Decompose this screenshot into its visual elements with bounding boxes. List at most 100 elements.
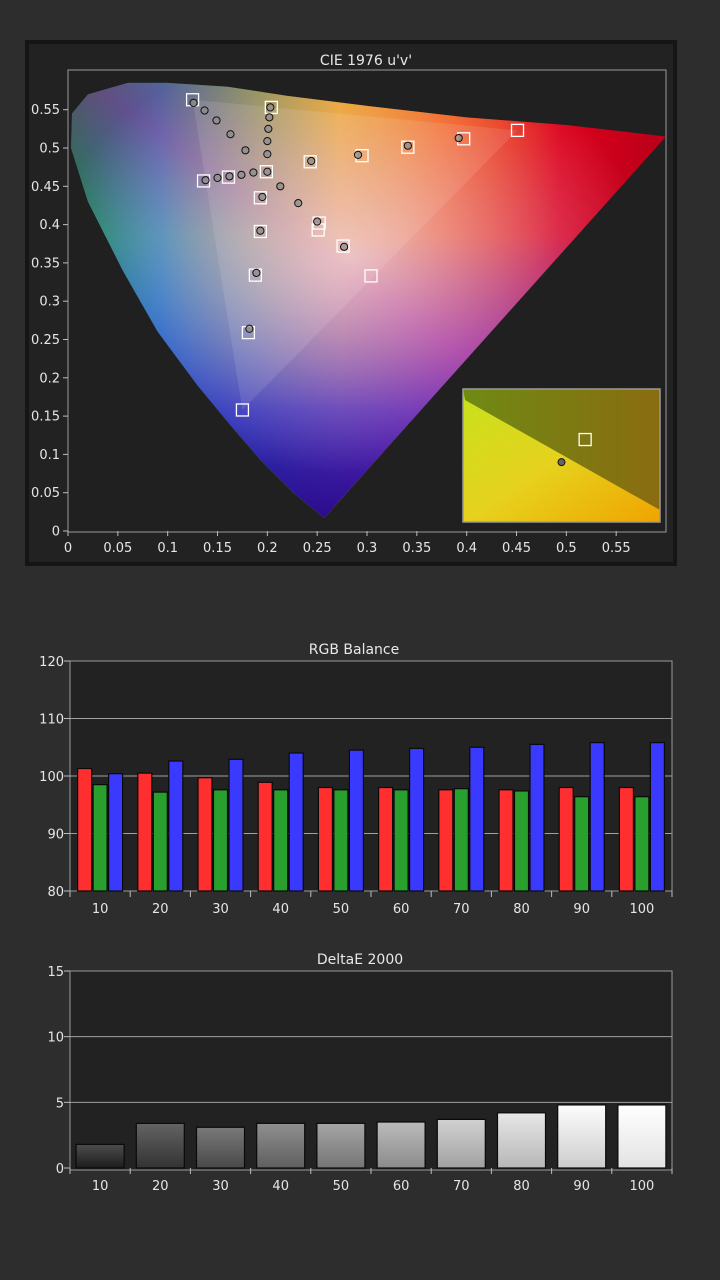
x-tick-label: 10 [92,902,109,917]
blue-bar [529,743,545,892]
measured-point [213,173,222,182]
x-tick-label: 0.25 [303,541,332,556]
target-marker [401,140,415,154]
measured-points [189,98,463,333]
x-tick-label: 0.3 [357,541,378,556]
white-point-inset [462,388,661,523]
y-tick-label: 0 [56,1162,64,1177]
y-tick-label: 5 [56,1096,64,1111]
measured-point [252,268,261,277]
inset-target-marker [578,432,592,447]
x-tick-label: 70 [453,1179,470,1194]
green-bar [273,789,289,892]
measured-point [353,150,363,159]
x-tick-label: 60 [393,1179,410,1194]
deltae-x-axis: 10 20 30 40 50 60 70 80 90 100 [69,1168,673,1194]
measured-point [237,170,246,179]
rgb-x-axis: 10 20 30 40 50 60 70 80 90 100 [69,891,673,917]
y-tick-label: 100 [39,770,64,785]
measured-point [263,137,272,146]
deltae-y-axis: 0 5 10 15 [47,965,70,1177]
deltae-bar [75,1143,125,1169]
deltae-gridlines [70,1036,672,1103]
measured-point [212,116,221,125]
deltae-bar [436,1118,486,1169]
target-marker [221,170,236,184]
green-bar [212,789,229,892]
red-bar [498,789,514,892]
blue-bar [469,746,485,892]
deltae-title: DeltaE 2000 [317,952,403,968]
blue-bar [288,752,304,892]
red-bar [317,786,333,892]
target-marker [364,269,378,283]
target-gamut-triangle [192,99,518,410]
x-tick-label: 0.35 [402,541,431,556]
red-bar [76,767,93,892]
y-tick-label: 0.15 [31,410,60,425]
green-bar [574,796,590,892]
measured-point [454,133,463,143]
rgb-balance-chart: RGB Balance 80 90 100 110 120 10 20 30 40 50 60 70… [39,642,673,917]
deltae-bar [496,1112,547,1169]
y-tick-label: 0.4 [39,218,60,233]
x-tick-label: 90 [573,902,590,917]
x-tick-label: 50 [333,902,350,917]
inset-measured-point [557,458,566,467]
x-tick-label: 0.05 [103,541,132,556]
x-tick-label: 80 [513,902,530,917]
red-bar [257,781,273,892]
green-bar [152,791,168,892]
x-tick-label: 0.45 [502,541,531,556]
measured-point [276,182,285,191]
red-bar [378,786,394,892]
x-tick-label: 30 [212,1179,229,1194]
x-tick-label: 50 [333,1179,350,1194]
y-tick-label: 120 [39,655,64,670]
deltae-bar [195,1126,246,1169]
y-tick-label: 0.05 [31,486,60,501]
x-tick-label: 100 [629,902,654,917]
deltae-bar [376,1121,426,1169]
y-tick-label: 0.3 [39,295,60,310]
y-tick-label: 0.1 [39,448,60,463]
blue-bar [409,747,425,892]
measured-point [245,324,254,333]
measured-point [403,141,412,150]
y-tick-label: 15 [47,965,64,980]
target-marker [259,165,273,179]
target-marker [235,403,250,417]
red-bar [137,772,153,892]
cie-chart: CIE 1976 u'v' 0 0.05 0.1 0.15 0.2 0.25 0.3 0.35… [25,40,677,566]
x-tick-label: 40 [272,1179,289,1194]
measured-point [200,106,209,115]
x-tick-label: 0.2 [257,541,278,556]
y-tick-label: 110 [39,713,64,728]
red-bar [558,786,574,892]
x-tick-label: 100 [629,1179,654,1194]
y-tick-label: 0.35 [31,256,60,271]
green-bar [453,788,469,892]
x-tick-label: 80 [513,1179,530,1194]
measured-point [339,242,349,251]
y-tick-label: 0.25 [31,333,60,348]
x-tick-label: 10 [92,1179,109,1194]
target-marker [312,216,326,230]
rgb-y-axis: 80 90 100 110 120 [39,655,70,900]
measured-point [263,167,272,176]
green-bar [634,796,650,892]
blue-bar [228,758,244,892]
target-marker [303,155,317,169]
inset-frame [462,388,661,523]
measured-point [266,103,275,112]
red-bar [438,789,454,892]
blue-bar [168,760,184,892]
green-bar [393,789,409,892]
red-bar [197,777,213,892]
green-bar [513,790,530,892]
green-bar [333,789,349,892]
x-tick-label: 0.1 [157,541,178,556]
deltae-bars [75,1104,667,1169]
measured-point [307,156,316,166]
